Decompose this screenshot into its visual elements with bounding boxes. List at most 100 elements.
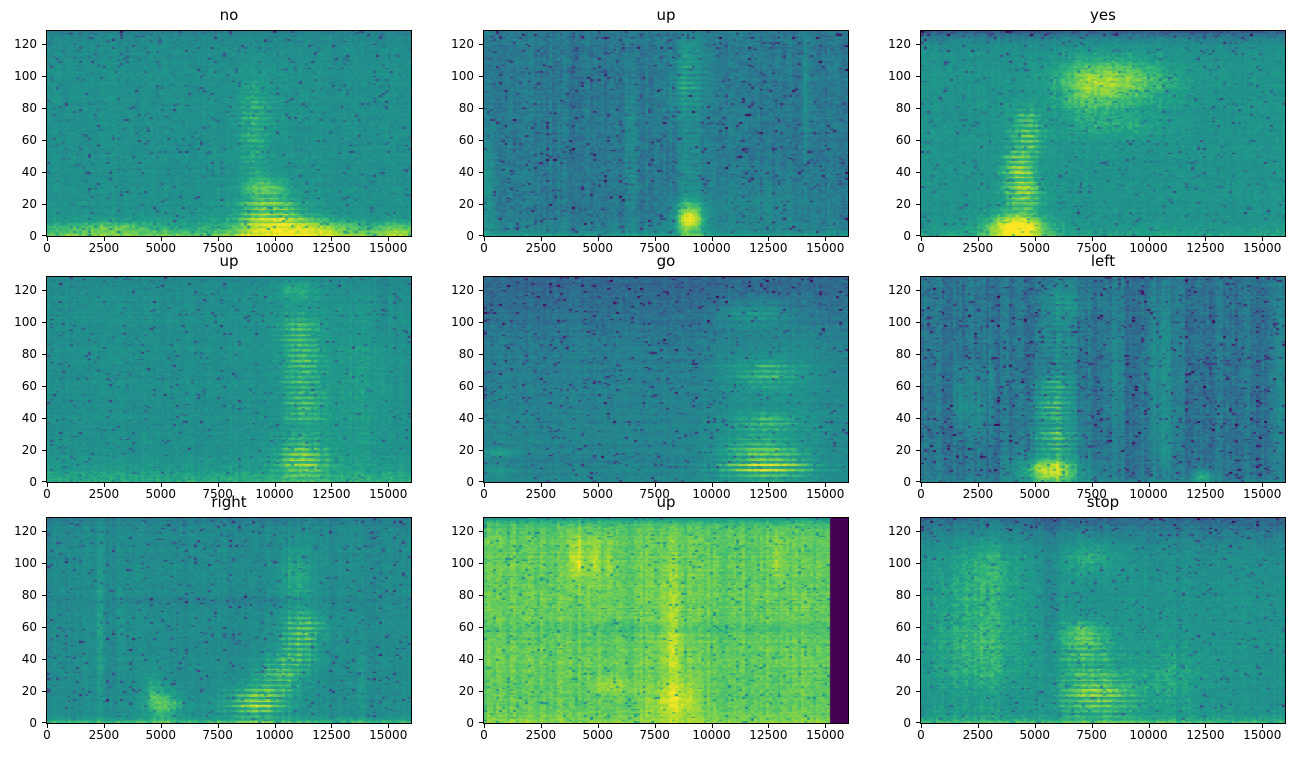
x-tick-mark (598, 483, 599, 487)
x-axis: 0 2500 5000 7500 10000 12500 15000 (480, 31, 848, 255)
y-tick-label: 20 (895, 442, 911, 457)
x-tick-label: 10000 (692, 487, 731, 501)
y-tick-mark (916, 691, 920, 692)
x-tick-mark (825, 483, 826, 487)
y-tick-mark (479, 691, 483, 692)
x-tick-label: 0 (480, 241, 488, 255)
x-tick-mark (161, 237, 162, 241)
y-tick-label: 40 (21, 410, 37, 425)
y-tick-label: 80 (895, 100, 911, 115)
y-tick-label: 20 (895, 683, 911, 698)
y-tick-label: 0 (466, 475, 474, 489)
y-tick-label: 0 (29, 229, 37, 243)
x-tick-label: 0 (917, 728, 925, 742)
subplot-title: up (656, 493, 676, 511)
x-tick-label: 10000 (1129, 728, 1168, 742)
x-tick-mark (1092, 483, 1093, 487)
y-tick-label: 60 (21, 378, 37, 393)
y-tick-label: 60 (21, 619, 37, 634)
x-tick-mark (1262, 237, 1263, 241)
y-tick-label: 60 (895, 132, 911, 147)
x-tick-label: 0 (43, 241, 51, 255)
x-axis: 0 2500 5000 7500 10000 12500 15000 (917, 277, 1285, 501)
x-tick-label: 7500 (639, 241, 670, 255)
subplot-up-2: up 0 20 40 60 80 100 120 0 2500 5000 7500 10000 125… (14, 251, 412, 501)
y-tick-label: 20 (458, 196, 474, 211)
y-tick-mark (42, 44, 46, 45)
x-tick-label: 7500 (1076, 728, 1107, 742)
y-tick-mark (916, 204, 920, 205)
y-tick-mark (916, 481, 920, 482)
y-tick-mark (916, 108, 920, 109)
y-axis: 0 20 40 60 80 100 120 (14, 277, 411, 489)
y-tick-label: 60 (458, 132, 474, 147)
y-tick-label: 120 (888, 523, 911, 538)
y-tick-label: 80 (895, 346, 911, 361)
x-tick-label: 7500 (1076, 487, 1107, 501)
x-tick-mark (1149, 724, 1150, 728)
y-tick-mark (42, 481, 46, 482)
y-tick-mark (916, 531, 920, 532)
spectrogram-image (921, 277, 1285, 482)
x-tick-mark (598, 237, 599, 241)
x-tick-mark (768, 483, 769, 487)
x-tick-label: 10000 (255, 241, 294, 255)
y-tick-label: 100 (888, 555, 911, 570)
x-tick-label: 2500 (88, 487, 120, 501)
x-axis: 0 2500 5000 7500 10000 12500 15000 (43, 277, 411, 501)
subplot-up-3: up 0 20 40 60 80 100 120 0 2500 5000 7500 10000 125… (451, 492, 849, 742)
x-tick-label: 2500 (525, 487, 557, 501)
x-tick-mark (331, 483, 332, 487)
x-tick-label: 5000 (1019, 728, 1051, 742)
x-tick-label: 12500 (749, 487, 788, 501)
y-tick-mark (916, 659, 920, 660)
x-tick-label: 15000 (806, 728, 845, 742)
x-tick-label: 0 (43, 728, 51, 742)
y-tick-label: 40 (21, 164, 37, 179)
y-axis: 0 20 40 60 80 100 120 (451, 31, 848, 243)
x-tick-mark (541, 724, 542, 728)
x-tick-label: 12500 (312, 487, 351, 501)
x-tick-mark (712, 724, 713, 728)
x-tick-label: 5000 (1019, 241, 1051, 255)
subplot-title: up (656, 6, 676, 24)
y-tick-label: 100 (14, 555, 37, 570)
x-tick-label: 5000 (145, 241, 177, 255)
subplot-go: go 0 20 40 60 80 100 120 0 2500 5000 7500 10000 125… (451, 251, 849, 501)
y-tick-mark (42, 418, 46, 419)
y-tick-mark (42, 76, 46, 77)
x-tick-mark (1035, 724, 1036, 728)
subplot-title: no (219, 6, 239, 24)
x-tick-mark (712, 237, 713, 241)
x-axis: 0 2500 5000 7500 10000 12500 15000 (43, 31, 411, 255)
subplot-title: up (219, 252, 239, 270)
subplot-title: right (211, 493, 247, 511)
x-axis: 0 2500 5000 7500 10000 12500 15000 (917, 31, 1285, 255)
y-tick-mark (479, 290, 483, 291)
x-tick-label: 7500 (202, 487, 233, 501)
y-tick-label: 20 (895, 196, 911, 211)
x-tick-label: 12500 (1186, 487, 1225, 501)
x-tick-label: 10000 (1129, 241, 1168, 255)
y-tick-mark (42, 450, 46, 451)
y-tick-mark (42, 235, 46, 236)
y-tick-mark (916, 44, 920, 45)
x-tick-mark (275, 483, 276, 487)
y-tick-mark (479, 108, 483, 109)
y-axis: 0 20 40 60 80 100 120 (888, 518, 1285, 730)
spectrogram-image (47, 518, 411, 723)
spectrogram-image (484, 277, 848, 482)
y-tick-label: 120 (888, 36, 911, 51)
x-tick-mark (47, 483, 48, 487)
y-tick-label: 20 (458, 442, 474, 457)
x-tick-mark (825, 237, 826, 241)
x-tick-mark (161, 483, 162, 487)
x-tick-label: 12500 (312, 728, 351, 742)
x-tick-mark (275, 237, 276, 241)
x-tick-mark (484, 724, 485, 728)
x-tick-label: 15000 (1243, 241, 1282, 255)
y-tick-mark (916, 595, 920, 596)
x-tick-mark (484, 483, 485, 487)
y-axis: 0 20 40 60 80 100 120 (14, 31, 411, 243)
x-tick-label: 7500 (1076, 241, 1107, 255)
